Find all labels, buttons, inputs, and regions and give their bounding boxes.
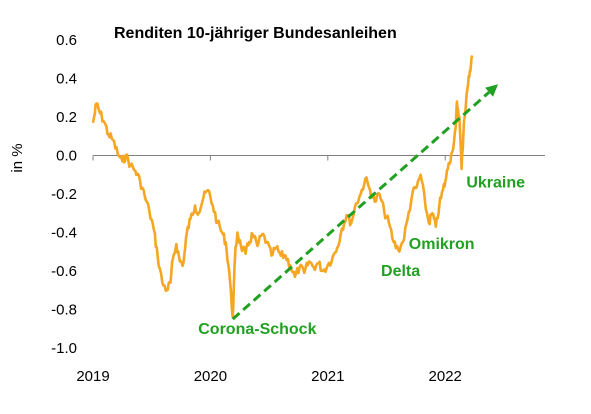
- trend-arrow-layer: [231, 84, 499, 321]
- y-axis-label: in %: [9, 143, 26, 172]
- x-tick-label: 2020: [194, 368, 227, 385]
- x-tick-label: 2022: [429, 368, 462, 385]
- chart-title: Renditen 10-jähriger Bundesanleihen: [114, 25, 397, 42]
- y-tick-label: -0.8: [51, 302, 77, 319]
- trend-arrow-head: [485, 84, 499, 97]
- y-tick-label: -1.0: [51, 340, 77, 357]
- y-tick-label: -0.2: [51, 186, 77, 203]
- annotations-layer: Corona-Schock Delta Omikron Ukraine: [198, 174, 525, 337]
- annotation-label: Delta: [381, 263, 420, 280]
- y-axis-ticks: 0.6 0.4 0.2 0.0 -0.2 -0.4 -0.6 -0.8 -1.0: [51, 32, 77, 357]
- x-tick-label: 2021: [311, 368, 344, 385]
- y-tick-label: 0.4: [56, 71, 77, 88]
- x-axis-ticks: 2019 2020 2021 2022: [76, 155, 462, 385]
- y-tick-label: -0.6: [51, 263, 77, 280]
- y-tick-label: 0.0: [56, 148, 77, 165]
- y-tick-label: 0.2: [56, 109, 77, 126]
- trend-arrow-line: [231, 91, 491, 321]
- series-line: [91, 55, 474, 319]
- annotation-label: Ukraine: [466, 174, 525, 191]
- y-tick-label: -0.4: [51, 225, 77, 242]
- y-tick-label: 0.6: [56, 32, 77, 49]
- x-tick-label: 2019: [76, 368, 109, 385]
- annotation-label: Corona-Schock: [198, 321, 316, 338]
- annotation-label: Omikron: [409, 236, 475, 253]
- series-layer: [91, 55, 474, 319]
